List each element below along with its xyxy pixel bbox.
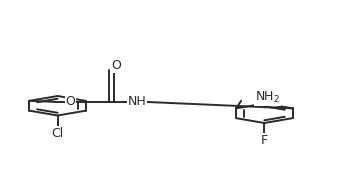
Text: F: F bbox=[261, 134, 268, 147]
Text: NH: NH bbox=[128, 95, 146, 108]
Text: O: O bbox=[66, 95, 75, 108]
Text: NH$_2$: NH$_2$ bbox=[255, 90, 280, 105]
Text: Cl: Cl bbox=[52, 127, 64, 140]
Text: O: O bbox=[111, 59, 121, 72]
